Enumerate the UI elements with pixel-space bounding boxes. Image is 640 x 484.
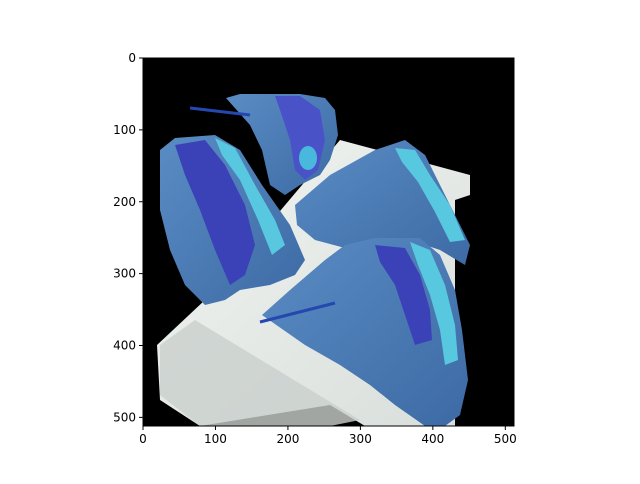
- axes-frame: [142, 57, 515, 427]
- sandwich-top-highlight: [299, 146, 317, 170]
- sandwich-bottom-filling-light: [410, 242, 458, 365]
- y-tick-label: 100: [113, 123, 136, 137]
- y-axis: 0 100 200 300 400 500: [113, 51, 143, 424]
- x-tick-label: 300: [349, 432, 372, 446]
- y-tick-label: 300: [113, 267, 136, 281]
- x-tick-label: 100: [204, 432, 227, 446]
- sandwich-left-filling-light: [215, 138, 285, 255]
- sandwich-right-filling: [395, 148, 465, 242]
- image-content: [143, 58, 514, 426]
- y-tick-label: 400: [113, 339, 136, 353]
- x-tick-label: 0: [139, 432, 147, 446]
- toothpick-top: [189, 106, 251, 117]
- y-tick-label: 0: [128, 51, 136, 65]
- toothpick-bottom: [259, 301, 336, 324]
- sandwich-left-filling-dark: [175, 140, 255, 285]
- sandwich-bottom-filling-dark: [375, 245, 432, 345]
- plate-rim: [160, 320, 360, 426]
- y-tick-label: 500: [113, 410, 136, 424]
- x-axis: 0 100 200 300 400 500: [139, 426, 517, 446]
- x-tick-label: 500: [494, 432, 517, 446]
- y-tick-label: 200: [113, 195, 136, 209]
- x-tick-label: 400: [421, 432, 444, 446]
- x-tick-label: 200: [276, 432, 299, 446]
